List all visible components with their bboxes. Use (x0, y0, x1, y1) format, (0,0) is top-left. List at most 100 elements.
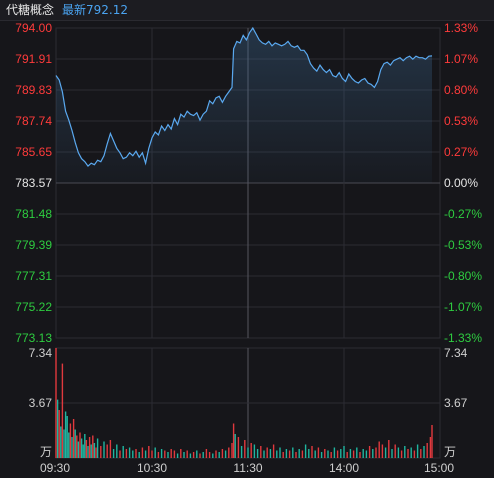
volume-bar[interactable] (189, 453, 192, 459)
volume-bar[interactable] (196, 450, 198, 459)
volume-bar[interactable] (343, 446, 345, 458)
volume-bar[interactable] (135, 449, 137, 458)
volume-bar[interactable] (100, 446, 102, 458)
volume-bar[interactable] (404, 446, 406, 458)
volume-bar[interactable] (429, 437, 432, 458)
volume-bar[interactable] (160, 449, 163, 458)
volume-bar[interactable] (215, 450, 217, 459)
price-line[interactable] (55, 26, 433, 167)
volume-bar[interactable] (138, 452, 140, 458)
volume-bar[interactable] (125, 449, 128, 458)
volume-bar[interactable] (308, 449, 310, 458)
volume-bar[interactable] (391, 449, 393, 458)
volume-bar[interactable] (276, 450, 278, 459)
volume-bar[interactable] (202, 452, 204, 458)
volume-bar[interactable] (362, 449, 364, 458)
volume-bar[interactable] (346, 452, 348, 458)
volume-bar[interactable] (365, 450, 368, 459)
volume-bar[interactable] (431, 425, 433, 458)
volume-bar[interactable] (56, 399, 59, 458)
volume-bar[interactable] (157, 452, 160, 458)
volume-bar[interactable] (372, 449, 374, 458)
volume-bar[interactable] (250, 443, 252, 458)
volume-bar[interactable] (58, 410, 60, 458)
volume-bar[interactable] (317, 447, 320, 459)
volume-bar[interactable] (154, 447, 156, 459)
volume-bar[interactable] (340, 449, 342, 458)
volume-bar[interactable] (356, 447, 358, 459)
volume-bar[interactable] (375, 447, 377, 459)
volume-bar[interactable] (64, 411, 67, 459)
volume-bar[interactable] (368, 446, 371, 458)
volume-bar[interactable] (128, 447, 131, 459)
volume-bar[interactable] (282, 452, 284, 458)
volume-bar[interactable] (186, 450, 188, 459)
volume-bar[interactable] (212, 453, 214, 459)
volume-bar[interactable] (88, 437, 91, 458)
volume-bar[interactable] (119, 450, 121, 459)
volume-bar[interactable] (330, 452, 332, 458)
volume-bar[interactable] (85, 440, 88, 458)
volume-bar[interactable] (122, 446, 124, 458)
volume-bar[interactable] (96, 438, 99, 459)
volume-bar[interactable] (173, 450, 176, 459)
volume-bar[interactable] (69, 423, 72, 459)
volume-bar[interactable] (260, 446, 262, 458)
volume-bar[interactable] (416, 444, 419, 459)
volume-bar[interactable] (232, 423, 235, 459)
volume-bar[interactable] (324, 449, 326, 458)
volume-bar[interactable] (266, 447, 268, 459)
volume-bar[interactable] (60, 426, 62, 459)
volume-bar[interactable] (314, 450, 316, 459)
volume-bar[interactable] (333, 447, 336, 459)
volume-bar[interactable] (253, 444, 256, 459)
volume-bar[interactable] (141, 447, 144, 459)
volume-bar[interactable] (285, 449, 288, 458)
volume-bar[interactable] (205, 449, 208, 458)
volume-bar[interactable] (240, 446, 243, 458)
volume-bar[interactable] (381, 444, 384, 459)
volume-bar[interactable] (247, 447, 249, 459)
volume-bar[interactable] (82, 444, 84, 459)
volume-bar[interactable] (407, 449, 409, 458)
volume-bar[interactable] (80, 438, 83, 459)
volume-bar[interactable] (394, 444, 396, 459)
volume-bar[interactable] (74, 429, 76, 459)
volume-bar[interactable] (76, 435, 78, 459)
volume-bar[interactable] (336, 450, 339, 459)
volume-bar[interactable] (192, 452, 195, 458)
volume-bar[interactable] (92, 435, 94, 459)
volume-bar[interactable] (349, 449, 352, 458)
volume-bar[interactable] (384, 447, 387, 459)
volume-bar[interactable] (292, 447, 294, 459)
volume-bar[interactable] (272, 444, 275, 459)
volume-bar[interactable] (95, 447, 97, 459)
volume-bar[interactable] (199, 453, 201, 459)
volume-bar[interactable] (359, 452, 361, 458)
volume-bar[interactable] (71, 437, 73, 458)
volume-bar[interactable] (112, 449, 115, 458)
volume-bar[interactable] (244, 440, 246, 458)
volume-bar[interactable] (426, 443, 428, 458)
volume-bar[interactable] (237, 437, 240, 458)
volume-bar[interactable] (93, 443, 96, 458)
volume-bar[interactable] (295, 452, 297, 458)
volume-bar[interactable] (352, 450, 355, 459)
volume-bar[interactable] (263, 450, 265, 459)
volume-bar[interactable] (208, 452, 211, 458)
volume-bar[interactable] (304, 444, 307, 459)
volume-bar[interactable] (388, 440, 390, 458)
volume-bar[interactable] (61, 363, 64, 458)
volume-bar[interactable] (79, 432, 81, 459)
volume-bar[interactable] (132, 450, 134, 459)
volume-bar[interactable] (167, 452, 169, 458)
volume-bar[interactable] (176, 453, 179, 459)
volume-bar[interactable] (103, 441, 105, 459)
volume-bar[interactable] (164, 450, 166, 459)
volume-bar[interactable] (423, 446, 425, 458)
volume-bar[interactable] (224, 450, 227, 459)
volume-bar[interactable] (87, 446, 89, 458)
volume-bar[interactable] (218, 452, 220, 458)
volume-bar[interactable] (279, 447, 281, 459)
